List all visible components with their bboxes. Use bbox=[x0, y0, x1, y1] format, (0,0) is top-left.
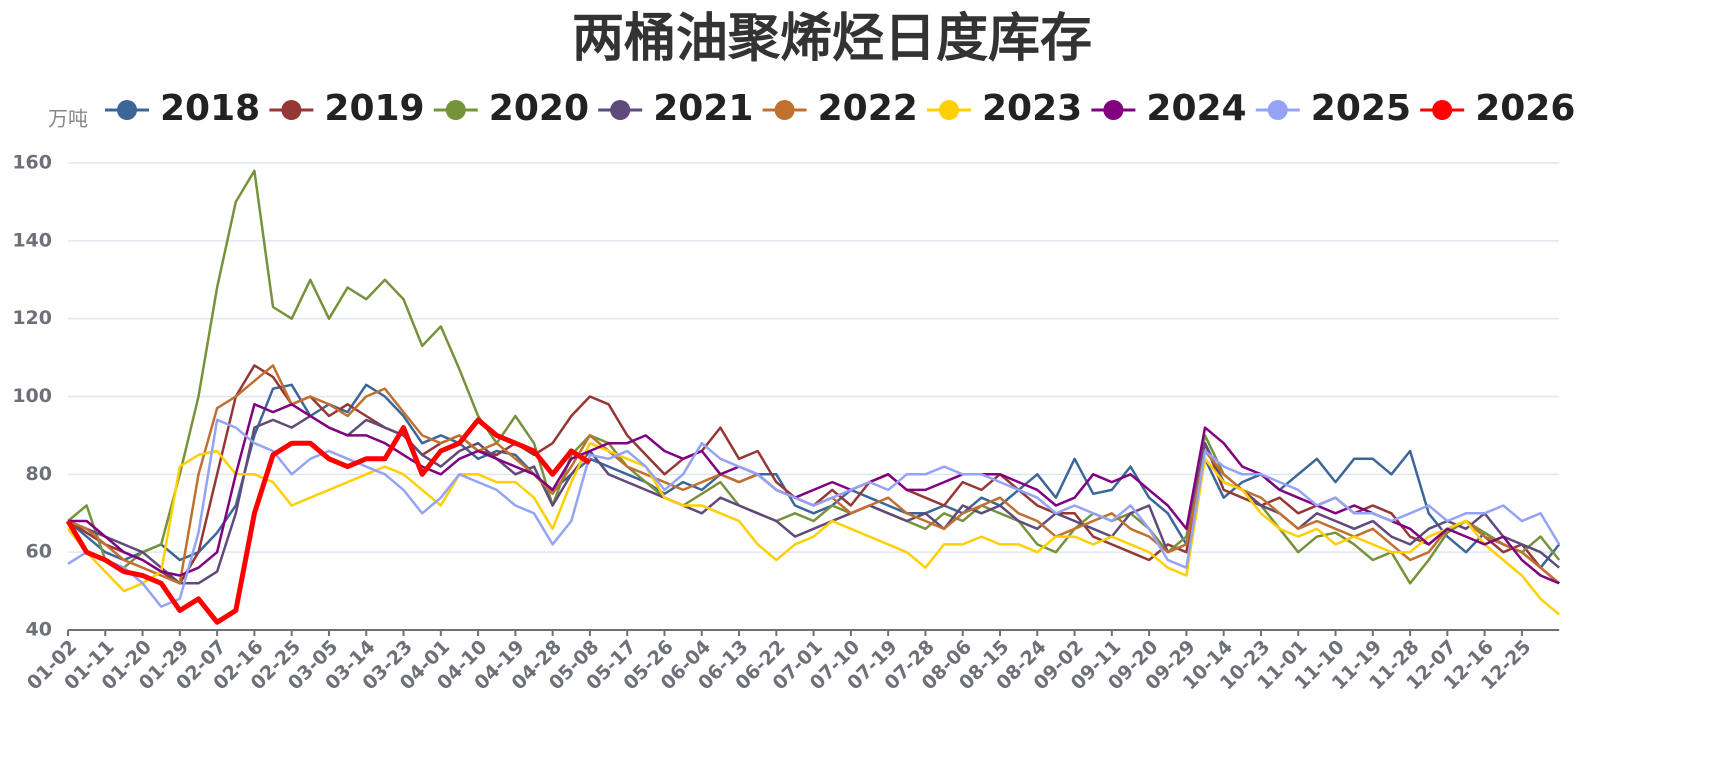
series-line bbox=[68, 403, 1560, 585]
y-tick-label: 80 bbox=[26, 463, 52, 485]
series-line bbox=[67, 418, 1561, 608]
y-tick-label: 120 bbox=[12, 307, 52, 329]
legend-marker bbox=[610, 100, 631, 120]
series-line bbox=[67, 383, 1561, 569]
series-line bbox=[67, 441, 1561, 616]
legend-marker bbox=[774, 100, 795, 120]
legend-label: 2021 bbox=[653, 88, 753, 129]
legend-marker bbox=[445, 100, 466, 120]
legend-label: 2024 bbox=[1146, 88, 1246, 129]
y-tick-label: 140 bbox=[12, 229, 52, 251]
legend-label: 2019 bbox=[324, 88, 424, 129]
legend-marker bbox=[1103, 100, 1124, 120]
legend-marker bbox=[939, 100, 959, 120]
legend-marker bbox=[117, 100, 137, 120]
legend-label: 2026 bbox=[1475, 88, 1575, 129]
legend-label: 2025 bbox=[1311, 88, 1411, 129]
legend-marker bbox=[281, 100, 302, 120]
chart-title: 两桶油聚烯烃日度库存 bbox=[572, 9, 1092, 69]
legend-label: 2023 bbox=[982, 88, 1082, 129]
legend-label: 2020 bbox=[489, 88, 589, 129]
series-line bbox=[67, 169, 1561, 585]
y-unit: 万吨 bbox=[48, 107, 88, 131]
legend-label: 2022 bbox=[818, 88, 918, 129]
y-tick-label: 60 bbox=[26, 541, 52, 563]
legend-marker bbox=[1267, 100, 1288, 120]
y-tick-label: 100 bbox=[12, 385, 52, 407]
y-tick-label: 40 bbox=[26, 619, 52, 641]
legend-label: 2018 bbox=[160, 88, 260, 129]
legend-marker bbox=[1432, 100, 1453, 120]
y-tick-label: 160 bbox=[12, 152, 52, 174]
series-line bbox=[65, 417, 592, 625]
